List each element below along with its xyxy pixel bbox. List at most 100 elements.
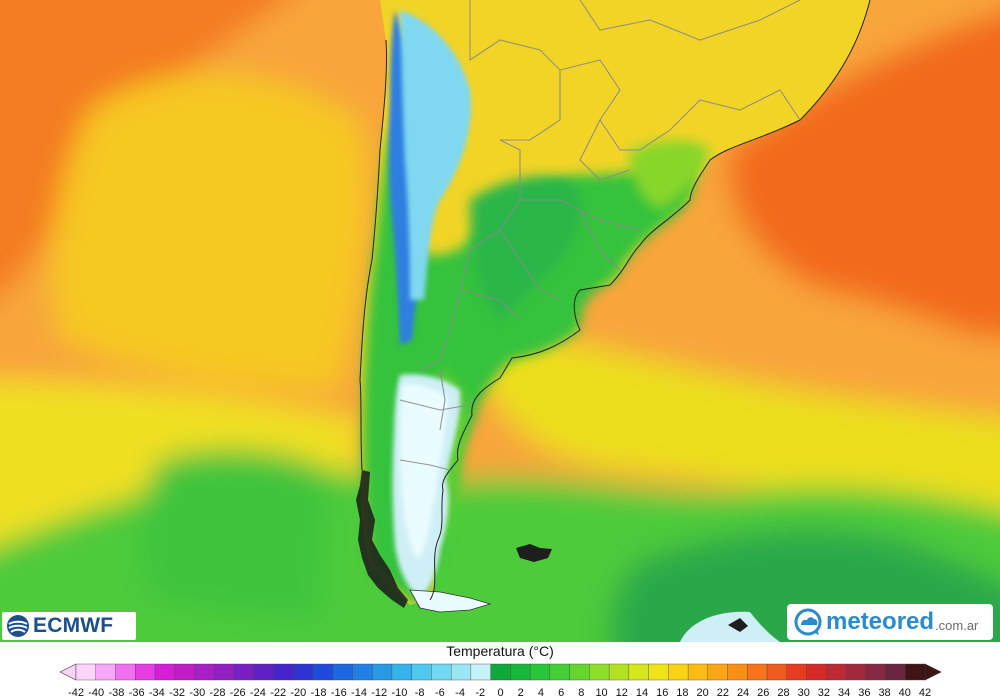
legend-swatch	[154, 663, 176, 681]
legend-tick-label: -26	[230, 687, 246, 699]
legend-tick-label: 40	[899, 687, 911, 699]
legend-swatch	[174, 663, 196, 681]
legend-swatch	[529, 663, 551, 681]
antarctic-snow	[680, 611, 780, 642]
legend-swatch	[766, 663, 788, 681]
legend-swatch	[194, 663, 215, 681]
legend-tick-label: 10	[595, 687, 607, 699]
legend-tick-label: 32	[818, 687, 830, 699]
legend-tick-label: 12	[616, 687, 628, 699]
legend-swatch	[865, 663, 887, 681]
legend-tick-label: 6	[558, 687, 564, 699]
legend-title: Temperatura (°C)	[446, 643, 554, 659]
meteored-logo: meteored .com.ar	[787, 604, 993, 640]
meteored-domain: .com.ar	[935, 617, 979, 633]
legend-swatch	[727, 663, 748, 681]
legend-swatch	[747, 663, 768, 681]
legend-swatch	[431, 663, 452, 681]
legend-tick-label: 38	[878, 687, 890, 699]
legend-tick-label: -18	[311, 687, 327, 699]
legend-swatch	[608, 663, 630, 681]
legend-swatch	[332, 663, 354, 681]
legend-arrow-high	[924, 663, 942, 681]
legend-tick-label: -8	[415, 687, 425, 699]
legend-swatch	[253, 663, 275, 681]
falkland-islands	[516, 544, 552, 562]
legend-swatch	[470, 663, 492, 681]
legend-swatch	[589, 663, 610, 681]
legend-swatch	[391, 663, 413, 681]
legend-swatch	[826, 663, 847, 681]
legend-tick-label: 26	[757, 687, 769, 699]
legend-swatch	[75, 663, 97, 681]
legend-swatch	[233, 663, 255, 681]
legend-tick-label: -36	[129, 687, 145, 699]
legend-swatch	[214, 663, 235, 681]
legend-tick-label: -34	[149, 687, 165, 699]
legend-swatch	[510, 663, 531, 681]
legend-tick-label: 34	[838, 687, 850, 699]
legend-swatch	[648, 663, 669, 681]
legend-swatch	[885, 663, 906, 681]
legend-swatch	[371, 663, 393, 681]
legend-arrow-low	[59, 663, 77, 681]
legend-tick-label: 30	[798, 687, 810, 699]
legend-tick-label: 0	[497, 687, 503, 699]
legend-tick-label: -12	[371, 687, 387, 699]
legend-tick-label: -24	[250, 687, 266, 699]
legend-tick-label: -20	[290, 687, 306, 699]
legend-swatch	[273, 663, 294, 681]
temperature-legend: -42 -40 -38 -36 -34 -32 -30 -28 -26 -24 -22 -20 -18-…	[59, 663, 942, 699]
legend-swatch	[668, 663, 689, 681]
legend-tick-label: -14	[351, 687, 367, 699]
legend-tick-label: -30	[189, 687, 205, 699]
legend-tick-label: 42	[919, 687, 931, 699]
legend-swatch	[292, 663, 314, 681]
legend-tick-label: 20	[697, 687, 709, 699]
legend-tick-label: -6	[435, 687, 445, 699]
legend-tick-label: -32	[169, 687, 185, 699]
legend-swatch	[687, 663, 709, 681]
legend-swatch	[806, 663, 827, 681]
legend-swatch	[450, 663, 472, 681]
legend-tick-label: 2	[518, 687, 524, 699]
legend-swatch	[845, 663, 867, 681]
legend-swatch	[411, 663, 432, 681]
legend-tick-label: -2	[475, 687, 485, 699]
legend-tick-label: -16	[331, 687, 347, 699]
legend-tick-label: -10	[391, 687, 407, 699]
legend-tick-label: -40	[88, 687, 104, 699]
legend-swatch	[628, 663, 650, 681]
legend-tick-label: -42	[68, 687, 84, 699]
legend-swatch	[95, 663, 117, 681]
legend-tick-label: 22	[717, 687, 729, 699]
legend-tick-label: 8	[578, 687, 584, 699]
legend-tick-label: 36	[858, 687, 870, 699]
boundaries	[359, 0, 871, 601]
legend-tick-label: 28	[777, 687, 789, 699]
ecmwf-logo: ECMWF	[2, 612, 136, 640]
legend-tick-label: 4	[538, 687, 544, 699]
ecmwf-wordmark: ECMWF	[33, 614, 114, 637]
legend-swatch	[549, 663, 571, 681]
meteored-cloud-icon	[794, 608, 822, 636]
legend-tick-label: -28	[210, 687, 226, 699]
chile-fjords	[356, 470, 408, 608]
temperature-map	[0, 0, 1000, 642]
legend-tick-label: -22	[270, 687, 286, 699]
legend-swatch	[707, 663, 729, 681]
legend-swatch	[135, 663, 156, 681]
legend-tick-label: -4	[455, 687, 465, 699]
legend-tick-label: 18	[676, 687, 688, 699]
legend-tick-label: 16	[656, 687, 668, 699]
meteored-wordmark: meteored	[826, 608, 935, 635]
legend-swatch	[786, 663, 808, 681]
legend-tick-label: -38	[108, 687, 124, 699]
legend-swatch	[905, 663, 926, 681]
legend-swatch	[312, 663, 334, 681]
legend-swatch	[490, 663, 511, 681]
legend-swatch	[115, 663, 136, 681]
ecmwf-globe-icon	[7, 615, 29, 637]
legend-tick-label: 14	[636, 687, 648, 699]
